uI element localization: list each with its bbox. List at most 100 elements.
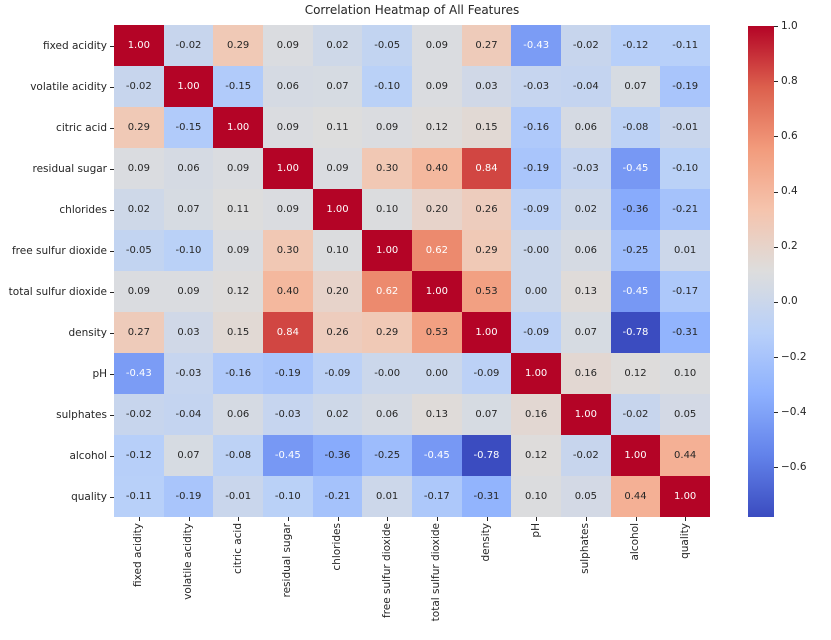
heatmap-cell-value: 0.53 bbox=[425, 326, 448, 338]
heatmap-cell-value: -0.19 bbox=[672, 80, 699, 92]
heatmap-cell: 0.03 bbox=[461, 66, 512, 107]
heatmap-cell: 0.29 bbox=[114, 107, 164, 148]
heatmap-cell-value: -0.17 bbox=[423, 490, 450, 502]
heatmap-cell: -0.45 bbox=[610, 271, 661, 312]
heatmap-cell: 0.02 bbox=[114, 189, 164, 230]
heatmap-cell-value: 0.29 bbox=[376, 326, 399, 338]
heatmap-cell: -0.12 bbox=[610, 25, 661, 66]
x-tick-mark bbox=[685, 517, 687, 521]
heatmap-cell: 0.07 bbox=[312, 66, 363, 107]
heatmap-cell-value: -0.45 bbox=[622, 285, 649, 297]
heatmap-cell: 0.06 bbox=[561, 107, 611, 148]
heatmap-cell: 0.15 bbox=[213, 312, 263, 353]
heatmap-cell: 1.00 bbox=[461, 312, 512, 353]
heatmap-cell-value: 1.00 bbox=[525, 367, 548, 379]
heatmap-cell-value: 0.09 bbox=[425, 39, 448, 51]
colorbar-tick-label: 1.0 bbox=[781, 19, 798, 32]
heatmap-cell: -0.21 bbox=[312, 476, 363, 517]
heatmap-cell-value: 0.30 bbox=[376, 162, 399, 174]
heatmap-cell: 1.00 bbox=[511, 353, 561, 394]
heatmap-cell: 0.06 bbox=[263, 66, 313, 107]
heatmap-cell-value: 0.09 bbox=[127, 162, 150, 174]
heatmap-cell: -0.02 bbox=[114, 66, 164, 107]
heatmap-cell: 0.07 bbox=[163, 189, 214, 230]
heatmap-cell: 0.26 bbox=[312, 312, 363, 353]
heatmap-cell-value: -0.02 bbox=[125, 408, 152, 420]
heatmap-cell-value: -0.09 bbox=[324, 367, 351, 379]
heatmap-cell: 0.12 bbox=[412, 107, 462, 148]
heatmap-cell: -0.09 bbox=[312, 353, 363, 394]
heatmap-cell-value: 0.09 bbox=[227, 244, 250, 256]
heatmap-cell: 0.05 bbox=[660, 394, 710, 435]
x-tick-label: sulphates bbox=[579, 523, 592, 574]
heatmap-cell: 0.30 bbox=[362, 148, 412, 189]
heatmap-cell-value: 1.00 bbox=[475, 326, 498, 338]
heatmap-cell: 0.12 bbox=[610, 353, 661, 394]
heatmap-cell-value: -0.09 bbox=[523, 203, 550, 215]
heatmap-cell-value: 0.05 bbox=[574, 490, 597, 502]
heatmap-cell-value: -0.16 bbox=[523, 121, 550, 133]
heatmap-cell-value: 0.44 bbox=[674, 449, 697, 461]
colorbar-tick-label: 0.4 bbox=[781, 185, 798, 197]
heatmap-cell: 0.09 bbox=[213, 230, 263, 271]
heatmap-cell: 0.09 bbox=[263, 25, 313, 66]
heatmap-cell-value: 0.02 bbox=[127, 203, 150, 215]
heatmap-cell-value: -0.78 bbox=[473, 449, 500, 461]
heatmap-cell: -0.31 bbox=[461, 476, 512, 517]
heatmap-cell: 0.05 bbox=[561, 476, 611, 517]
heatmap-cell-value: -0.25 bbox=[374, 449, 401, 461]
heatmap-cell-value: 1.00 bbox=[574, 408, 597, 420]
heatmap-cell: -0.36 bbox=[312, 435, 363, 476]
heatmap-cell: -0.03 bbox=[561, 148, 611, 189]
heatmap-cell: 0.53 bbox=[412, 312, 462, 353]
heatmap-cell-value: 0.40 bbox=[276, 285, 299, 297]
heatmap-cell: 0.09 bbox=[114, 148, 164, 189]
colorbar-tick-mark bbox=[774, 136, 778, 138]
heatmap-cell: 0.07 bbox=[163, 435, 214, 476]
heatmap-cell-value: 0.05 bbox=[674, 408, 697, 420]
heatmap-cell: -0.11 bbox=[114, 476, 164, 517]
y-tick-mark bbox=[110, 455, 114, 457]
heatmap-cell-value: -0.19 bbox=[523, 162, 550, 174]
heatmap-cell-value: 0.09 bbox=[276, 203, 299, 215]
colorbar-tick-mark bbox=[774, 191, 778, 193]
heatmap-cell-value: 0.00 bbox=[425, 367, 448, 379]
heatmap-cell: 0.84 bbox=[263, 312, 313, 353]
heatmap-cell-value: 0.07 bbox=[177, 449, 200, 461]
x-tick-mark bbox=[188, 517, 190, 521]
heatmap-cell: 0.09 bbox=[312, 148, 363, 189]
heatmap-cell: 0.16 bbox=[511, 394, 561, 435]
heatmap-cell: -0.08 bbox=[610, 107, 661, 148]
heatmap-cell: -0.03 bbox=[511, 66, 561, 107]
heatmap-cell: -0.19 bbox=[660, 66, 710, 107]
heatmap-cell: 0.13 bbox=[561, 271, 611, 312]
heatmap-cell: 0.06 bbox=[561, 230, 611, 271]
heatmap-cell-value: 0.06 bbox=[276, 80, 299, 92]
heatmap-cell: -0.45 bbox=[610, 148, 661, 189]
heatmap-cell-value: -0.12 bbox=[125, 449, 152, 461]
heatmap-cell-value: 0.10 bbox=[326, 244, 349, 256]
heatmap-cell: 0.62 bbox=[362, 271, 412, 312]
heatmap-cell-value: 0.07 bbox=[475, 408, 498, 420]
heatmap-cell: 1.00 bbox=[610, 435, 661, 476]
heatmap-cell: -0.10 bbox=[660, 148, 710, 189]
heatmap-cell-value: 0.44 bbox=[624, 490, 647, 502]
heatmap-cell: 1.00 bbox=[312, 189, 363, 230]
heatmap-cell: 0.20 bbox=[412, 189, 462, 230]
heatmap-cell-value: 0.03 bbox=[177, 326, 200, 338]
x-tick-label: total sulfur dioxide bbox=[430, 523, 443, 622]
heatmap-cell: -0.45 bbox=[412, 435, 462, 476]
heatmap-cell-value: 1.00 bbox=[127, 39, 150, 51]
y-tick-label: pH bbox=[92, 367, 107, 380]
heatmap-cell: 0.10 bbox=[312, 230, 363, 271]
x-tick-label: density bbox=[480, 523, 492, 562]
heatmap-cell-value: 0.12 bbox=[425, 121, 448, 133]
y-tick-mark bbox=[110, 250, 114, 252]
heatmap-cell-value: -0.36 bbox=[324, 449, 351, 461]
heatmap-cell-value: 0.09 bbox=[276, 121, 299, 133]
heatmap-cell-value: 0.13 bbox=[574, 285, 597, 297]
x-tick-label: quality bbox=[678, 523, 691, 559]
chart-title: Correlation Heatmap of All Features bbox=[304, 3, 520, 17]
heatmap-cell: 0.13 bbox=[412, 394, 462, 435]
heatmap-cell: 0.10 bbox=[511, 476, 561, 517]
